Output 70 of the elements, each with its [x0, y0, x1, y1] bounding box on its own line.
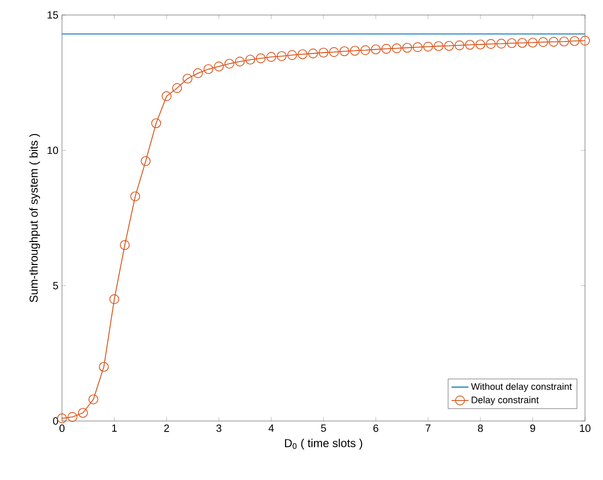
- point: [350, 46, 360, 56]
- point: [88, 394, 98, 404]
- point: [434, 41, 444, 52]
- point: [234, 56, 245, 66]
- point: [266, 52, 276, 62]
- point: [538, 37, 548, 47]
- point: [329, 47, 339, 57]
- point: [570, 36, 580, 46]
- point: [360, 45, 370, 56]
- x-tick-label: 8: [478, 424, 483, 432]
- x-axis-title: D$_{0}$ ( time slots ): [285, 438, 362, 450]
- point: [548, 36, 559, 47]
- point: [120, 240, 130, 250]
- point: [287, 50, 298, 60]
- point: [224, 58, 234, 69]
- point: [298, 49, 308, 60]
- point: [78, 408, 88, 418]
- point: [580, 36, 590, 46]
- y-axis-title: Sum-throughput of system ( bits ): [29, 134, 40, 302]
- legend-label: Delay constraint: [472, 396, 539, 406]
- x-tick-label: 10: [580, 424, 590, 432]
- point: [276, 51, 287, 62]
- point: [256, 53, 266, 64]
- point: [392, 43, 402, 54]
- point: [486, 39, 496, 49]
- point: [182, 74, 192, 84]
- point: [559, 36, 569, 46]
- legend-label: Without delay constraint: [471, 382, 572, 392]
- point: [476, 40, 486, 50]
- y-tick-label: 0: [53, 417, 58, 425]
- x-tick-label: 6: [373, 424, 378, 432]
- point: [172, 83, 182, 93]
- x-tick-label: 2: [164, 424, 169, 432]
- point: [465, 40, 475, 50]
- point: [98, 362, 109, 372]
- x-tick-label: 7: [426, 424, 430, 432]
- point: [140, 156, 151, 166]
- point: [162, 91, 172, 102]
- point: [57, 413, 67, 424]
- point: [517, 38, 528, 48]
- point: [130, 191, 140, 202]
- x-tick-label: 9: [530, 424, 536, 432]
- point: [444, 40, 454, 51]
- point: [402, 42, 412, 53]
- point: [308, 48, 318, 58]
- point: [204, 64, 214, 74]
- point: [528, 38, 538, 48]
- point: [68, 412, 78, 422]
- point: [340, 46, 350, 56]
- point: [423, 42, 434, 52]
- x-tick-label: 4: [268, 424, 274, 432]
- point: [506, 38, 517, 48]
- x-tick-label: 0: [59, 424, 64, 432]
- point: [318, 48, 328, 58]
- point: [496, 38, 506, 49]
- x-tick-label: 3: [216, 424, 222, 432]
- y-tick-label: 10: [48, 146, 58, 154]
- point: [214, 62, 224, 72]
- point: [245, 54, 256, 65]
- point: [151, 118, 162, 128]
- point: [370, 44, 381, 54]
- point: [381, 44, 392, 54]
- x-tick-label: 1: [112, 424, 117, 432]
- x-tick-label: 5: [321, 424, 326, 432]
- y-tick-label: 15: [48, 11, 58, 19]
- point: [454, 40, 464, 50]
- point: [412, 42, 423, 52]
- point: [109, 294, 120, 304]
- point: [193, 68, 203, 78]
- y-tick-label: 5: [53, 282, 58, 290]
